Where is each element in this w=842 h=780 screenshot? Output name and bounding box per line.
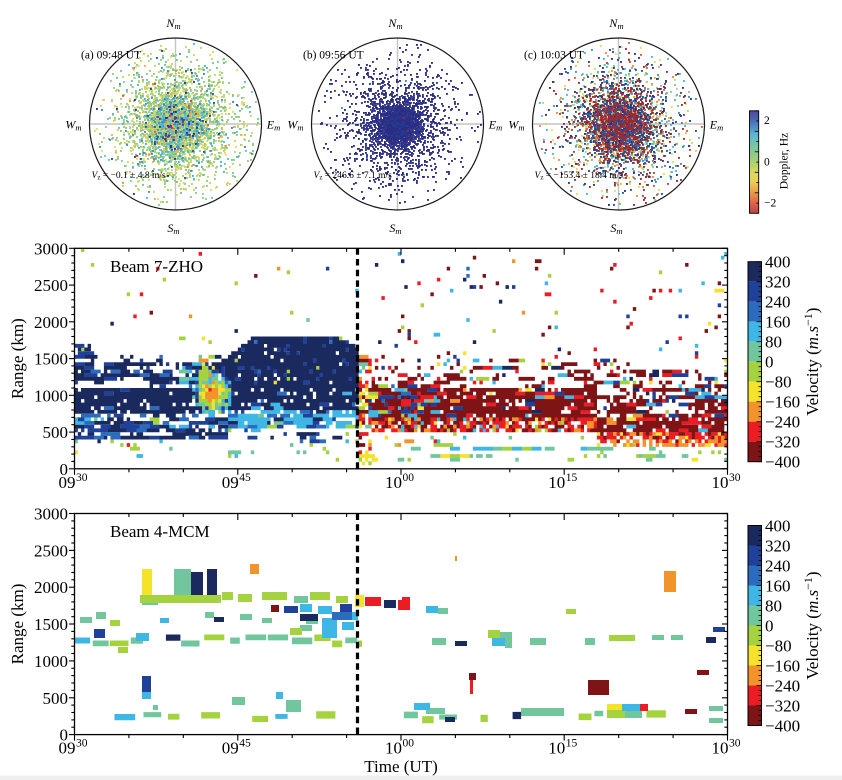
svg-text:−320: −320 [765, 697, 800, 716]
svg-text:2000: 2000 [34, 313, 68, 332]
svg-text:160: 160 [765, 313, 791, 332]
svg-text:45: 45 [239, 472, 251, 484]
svg-text:09: 09 [59, 473, 76, 492]
svg-text:−80: −80 [765, 637, 792, 656]
svg-text:−80: −80 [765, 373, 792, 392]
svg-text:09: 09 [222, 473, 239, 492]
svg-text:10: 10 [712, 473, 729, 492]
svg-text:Time (UT): Time (UT) [364, 757, 438, 776]
svg-text:−240: −240 [765, 677, 800, 696]
svg-text:Beam 4-MCM: Beam 4-MCM [110, 522, 210, 541]
svg-text:80: 80 [765, 333, 782, 352]
svg-text:30: 30 [76, 472, 88, 484]
svg-text:−2: −2 [764, 198, 776, 210]
svg-text:320: 320 [765, 273, 791, 292]
svg-text:160: 160 [765, 577, 791, 596]
svg-text:00: 00 [403, 472, 415, 484]
svg-text:3000: 3000 [34, 505, 68, 524]
svg-text:2500: 2500 [34, 541, 68, 560]
svg-text:Vz = −153.4 ± 18.4 m/s: Vz = −153.4 ± 18.4 m/s [535, 171, 624, 182]
svg-text:09: 09 [59, 739, 76, 758]
svg-text:0: 0 [60, 460, 69, 479]
svg-text:2: 2 [764, 115, 770, 127]
svg-text:0: 0 [60, 726, 69, 745]
svg-text:−160: −160 [765, 393, 800, 412]
svg-text:−400: −400 [765, 717, 800, 736]
svg-text:(a) 09:48 UT: (a) 09:48 UT [81, 50, 141, 62]
svg-text:30: 30 [76, 738, 88, 750]
svg-text:−160: −160 [765, 657, 800, 676]
svg-text:320: 320 [765, 537, 791, 556]
svg-text:10: 10 [548, 739, 565, 758]
svg-text:Vz = 246.6 ± 7.1 m/s: Vz = 246.6 ± 7.1 m/s [314, 171, 393, 182]
svg-text:10: 10 [385, 739, 402, 758]
svg-text:00: 00 [403, 738, 415, 750]
svg-text:1000: 1000 [34, 386, 68, 405]
svg-text:0: 0 [765, 353, 774, 372]
svg-text:Vz = −0.1 ± 4.8 m/s: Vz = −0.1 ± 4.8 m/s [92, 171, 167, 182]
svg-text:80: 80 [765, 597, 782, 616]
svg-text:(b) 09:56 UT: (b) 09:56 UT [303, 50, 364, 62]
svg-text:15: 15 [566, 738, 578, 750]
svg-text:(c) 10:03 UT: (c) 10:03 UT [524, 50, 584, 62]
svg-text:1500: 1500 [34, 350, 68, 369]
svg-text:10: 10 [548, 473, 565, 492]
svg-text:10: 10 [712, 739, 729, 758]
svg-text:15: 15 [566, 472, 578, 484]
svg-text:−240: −240 [765, 413, 800, 432]
svg-text:Doppler, Hz: Doppler, Hz [779, 133, 791, 189]
svg-text:30: 30 [729, 738, 741, 750]
svg-text:0: 0 [765, 617, 774, 636]
svg-text:1000: 1000 [34, 652, 68, 671]
svg-text:0: 0 [764, 157, 770, 169]
svg-text:500: 500 [43, 423, 69, 442]
svg-text:Beam 7-ZHO: Beam 7-ZHO [110, 257, 203, 276]
svg-text:400: 400 [765, 253, 791, 272]
svg-text:Range (km): Range (km) [8, 318, 27, 399]
svg-text:240: 240 [765, 557, 791, 576]
svg-text:−320: −320 [765, 433, 800, 452]
svg-text:Velocity (m.s−1): Velocity (m.s−1) [801, 571, 822, 679]
svg-text:500: 500 [43, 689, 69, 708]
svg-text:−400: −400 [765, 453, 800, 472]
svg-text:2500: 2500 [34, 276, 68, 295]
svg-text:400: 400 [765, 517, 791, 536]
svg-text:30: 30 [729, 472, 741, 484]
svg-text:2000: 2000 [34, 578, 68, 597]
svg-text:240: 240 [765, 293, 791, 312]
svg-text:1500: 1500 [34, 615, 68, 634]
svg-text:10: 10 [385, 473, 402, 492]
svg-text:Range (km): Range (km) [8, 584, 27, 665]
svg-text:Velocity (m.s−1): Velocity (m.s−1) [801, 308, 822, 416]
svg-text:45: 45 [239, 738, 251, 750]
svg-text:3000: 3000 [34, 239, 68, 258]
svg-text:09: 09 [222, 739, 239, 758]
